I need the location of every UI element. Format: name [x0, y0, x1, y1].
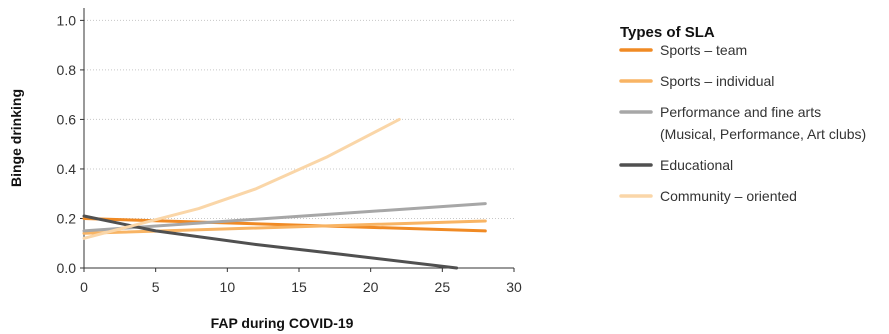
x-tick-label: 20: [363, 279, 379, 295]
legend-title: Types of SLA: [620, 24, 715, 41]
legend-label: Sports – team: [660, 42, 747, 58]
y-tick-label: 1.0: [57, 12, 77, 28]
series-lines: [82, 117, 487, 270]
legend-label: (Musical, Performance, Art clubs): [660, 126, 866, 142]
legend-label: Community – oriented: [660, 188, 797, 204]
x-tick-labels: 0 5 10 15 20 25 30: [80, 268, 522, 295]
x-tick-label: 5: [152, 279, 160, 295]
legend-label: Educational: [660, 157, 733, 173]
x-tick-label: 10: [220, 279, 236, 295]
gridlines: [84, 19, 514, 219]
y-axis-title: Binge drinking: [8, 89, 24, 187]
y-tick-label: 0.8: [57, 62, 77, 78]
y-tick-label: 0.0: [57, 260, 77, 276]
legend: Types of SLA Sports – team Sports – indiv…: [619, 24, 866, 204]
x-tick-label: 25: [435, 279, 451, 295]
y-tick-label: 0.4: [57, 161, 77, 177]
legend-label: Sports – individual: [660, 73, 774, 89]
y-tick-labels: 0.0 0.2 0.4 0.6 0.8 1.0: [57, 12, 84, 276]
x-tick-label: 30: [506, 279, 522, 295]
series-line: [82, 202, 487, 233]
series-line: [82, 117, 401, 240]
legend-label: Performance and fine arts: [660, 104, 821, 120]
x-tick-label: 15: [291, 279, 307, 295]
y-tick-label: 0.6: [57, 111, 77, 127]
x-axis-title: FAP during COVID-19: [211, 315, 354, 331]
x-tick-label: 0: [80, 279, 88, 295]
y-tick-label: 0.2: [57, 210, 77, 226]
